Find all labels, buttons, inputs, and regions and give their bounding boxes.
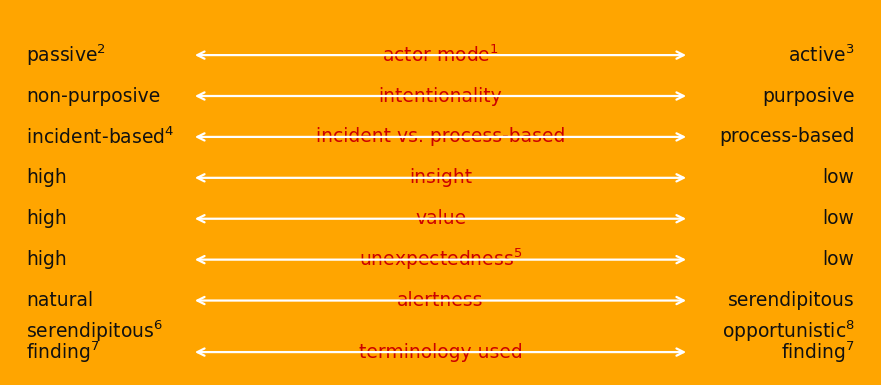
Text: incident vs. process-based: incident vs. process-based bbox=[315, 127, 566, 146]
Text: active$\mathregular{^{3}}$: active$\mathregular{^{3}}$ bbox=[788, 44, 855, 66]
Text: incident-based$\mathregular{^{4}}$: incident-based$\mathregular{^{4}}$ bbox=[26, 126, 175, 148]
Text: low: low bbox=[823, 209, 855, 228]
Text: actor mode$\mathregular{^{1}}$: actor mode$\mathregular{^{1}}$ bbox=[382, 44, 499, 66]
Text: passive$\mathregular{^{2}}$: passive$\mathregular{^{2}}$ bbox=[26, 42, 107, 68]
Text: high: high bbox=[26, 168, 67, 187]
Text: intentionality: intentionality bbox=[379, 87, 502, 105]
Text: finding$\mathregular{^{7}}$: finding$\mathregular{^{7}}$ bbox=[781, 339, 855, 365]
Text: purposive: purposive bbox=[762, 87, 855, 105]
Text: process-based: process-based bbox=[719, 127, 855, 146]
Text: high: high bbox=[26, 250, 67, 269]
Text: alertness: alertness bbox=[397, 291, 484, 310]
Text: serendipitous$\mathregular{^{6}}$: serendipitous$\mathregular{^{6}}$ bbox=[26, 318, 163, 343]
Text: low: low bbox=[823, 250, 855, 269]
Text: terminology used: terminology used bbox=[359, 343, 522, 362]
Text: low: low bbox=[823, 168, 855, 187]
Text: opportunistic$\mathregular{^{8}}$: opportunistic$\mathregular{^{8}}$ bbox=[722, 318, 855, 343]
Text: finding$\mathregular{^{7}}$: finding$\mathregular{^{7}}$ bbox=[26, 339, 100, 365]
Text: insight: insight bbox=[409, 168, 472, 187]
Text: non-purposive: non-purposive bbox=[26, 87, 160, 105]
Text: unexpectedness$\mathregular{^{5}}$: unexpectedness$\mathregular{^{5}}$ bbox=[359, 247, 522, 272]
Text: high: high bbox=[26, 209, 67, 228]
Text: natural: natural bbox=[26, 291, 93, 310]
Text: serendipitous: serendipitous bbox=[728, 291, 855, 310]
Text: value: value bbox=[415, 209, 466, 228]
